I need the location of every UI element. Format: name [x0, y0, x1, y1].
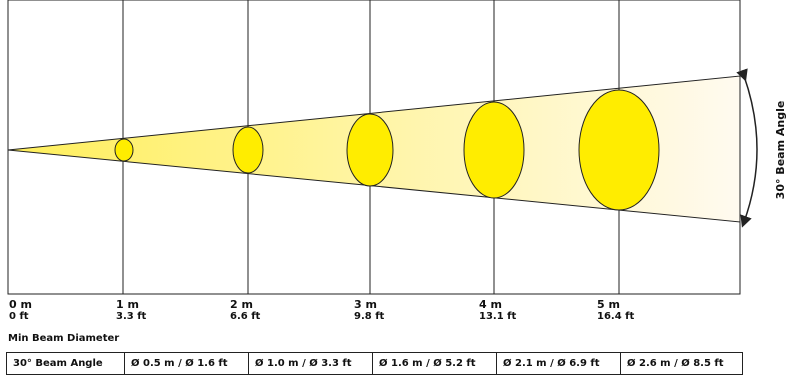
beam-spots — [114, 89, 660, 211]
beam-spot — [463, 101, 525, 199]
distance-m: 2 m — [230, 298, 253, 311]
distance-ft: 16.4 ft — [597, 311, 635, 322]
table-row: 30° Beam Angle Ø 0.5 m / Ø 1.6 ft Ø 1.0 … — [6, 352, 743, 375]
distance-label-3m: 3 m 9.8 ft — [354, 299, 384, 322]
distance-m: 4 m — [479, 298, 502, 311]
table-cell: Ø 2.1 m / Ø 6.9 ft — [496, 352, 621, 375]
table-cell: Ø 0.5 m / Ø 1.6 ft — [124, 352, 249, 375]
distance-label-5m: 5 m 16.4 ft — [597, 299, 634, 322]
table-cell: Ø 1.0 m / Ø 3.3 ft — [248, 352, 373, 375]
distance-ft: 13.1 ft — [479, 311, 517, 322]
distance-ft: 9.8 ft — [354, 311, 385, 322]
table-cell: Ø 1.6 m / Ø 5.2 ft — [372, 352, 497, 375]
distance-ft: 6.6 ft — [230, 311, 261, 322]
beam-spot — [346, 113, 394, 187]
distance-label-1m: 1 m 3.3 ft — [116, 299, 146, 322]
beam-spot — [578, 89, 660, 211]
beam-spot — [232, 126, 264, 174]
distance-ft: 3.3 ft — [116, 311, 147, 322]
distance-label-4m: 4 m 13.1 ft — [479, 299, 516, 322]
distance-m: 0 m — [9, 298, 32, 311]
distance-ft: 0 ft — [9, 311, 29, 322]
beam-diagram: 30° Beam Angle — [7, 0, 787, 295]
beam-spot — [114, 138, 134, 162]
beam-angle-label: 30° Beam Angle — [774, 101, 787, 200]
beam-angle-arrow — [736, 68, 758, 228]
table-cell: Ø 2.6 m / Ø 8.5 ft — [620, 352, 743, 375]
row-header: 30° Beam Angle — [6, 352, 125, 375]
distance-label-0m: 0 m 0 ft — [9, 299, 32, 322]
distance-m: 3 m — [354, 298, 377, 311]
table-caption: Min Beam Diameter — [8, 333, 120, 344]
beam-diameter-table: 30° Beam Angle Ø 0.5 m / Ø 1.6 ft Ø 1.0 … — [6, 352, 743, 375]
distance-label-2m: 2 m 6.6 ft — [230, 299, 260, 322]
distance-m: 1 m — [116, 298, 139, 311]
distance-m: 5 m — [597, 298, 620, 311]
